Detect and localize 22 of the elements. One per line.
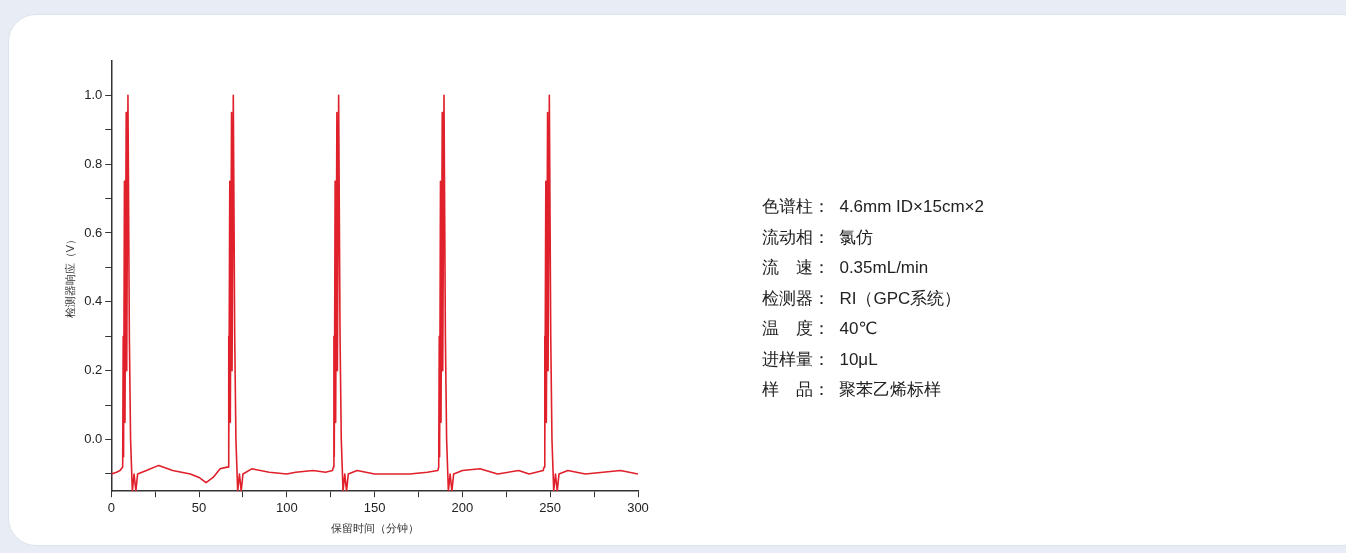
- text: 检测器： RI（GPC系统）: [762, 287, 963, 310]
- y-tick-label: 1.0: [84, 86, 103, 102]
- x-tick-label: 50: [191, 499, 207, 515]
- y-tick-label: 0.6: [84, 224, 103, 240]
- x-tick-label: 250: [539, 499, 562, 515]
- x-tick-label: 0: [107, 499, 115, 515]
- text: 色谱柱： 4.6mm ID×15cm×2: [762, 196, 985, 218]
- x-tick-label: 200: [451, 499, 474, 515]
- x-tick-label: 300: [627, 499, 649, 515]
- y-axis-title: 检测器响应（V）: [63, 233, 76, 319]
- text: 温 度： 40℃: [762, 318, 879, 340]
- y-tick-label: 0.4: [84, 293, 103, 309]
- text: 流动相： 氯仿: [762, 226, 875, 249]
- x-axis-title: 保留时间（分钟）: [330, 522, 419, 535]
- y-tick-label: 0.0: [84, 431, 103, 447]
- text: 流 速： 0.35mL/min: [762, 257, 930, 279]
- x-tick-label: 150: [363, 499, 386, 515]
- text: 样 品： 聚苯乙烯标样: [762, 379, 943, 401]
- y-tick-label: 0.2: [84, 362, 103, 378]
- x-tick-label: 100: [276, 499, 298, 515]
- y-tick-label: 0.8: [84, 155, 103, 171]
- text: 进样量： 10μL: [762, 348, 879, 371]
